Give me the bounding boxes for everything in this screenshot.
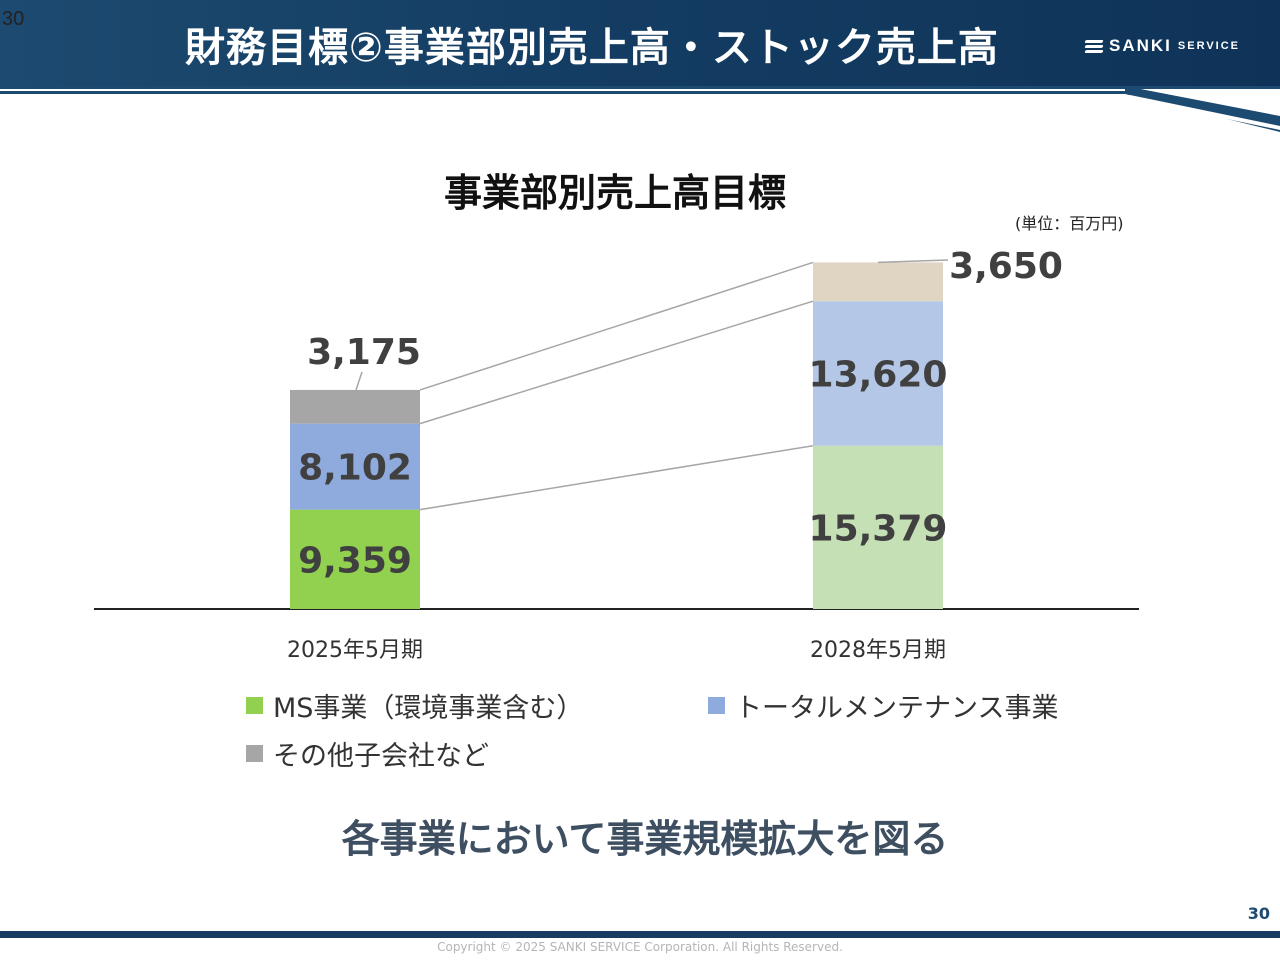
legend-swatch-total-maintenance [708, 697, 725, 714]
unit-label: (単位：百万円) [1015, 214, 1124, 233]
data-label-ms-2025: 9,359 [298, 540, 412, 581]
category-label-2025: 2025年5月期 [287, 638, 423, 663]
copyright: Copyright © 2025 SANKI SERVICE Corporati… [437, 940, 843, 954]
bar-segment-other-2025 [290, 389, 420, 424]
legend-item-ms: MS事業（環境事業含む） [246, 686, 583, 725]
key-message: 各事業において事業規模拡大を図る [341, 817, 949, 861]
legend-label-other: その他子会社など [273, 741, 489, 772]
company-logo: SANKI SERVICE [1084, 36, 1240, 56]
bar-segment-ms-2025 [290, 509, 420, 609]
footer-bar [0, 931, 1280, 938]
connector-line-ms [419, 445, 814, 511]
data-label-other-2028: 3,650 [949, 246, 1063, 287]
chart-title: 事業部別売上高目標 [443, 171, 786, 215]
bar-segment-ms-2028 [813, 445, 943, 609]
callout-line-other-2028 [877, 259, 949, 264]
slide-header: 財務目標②事業部別売上高・ストック売上高 SANKI SERVICE [0, 0, 1280, 88]
slide-title: 財務目標②事業部別売上高・ストック売上高 [185, 25, 999, 71]
legend-swatch-other [246, 745, 263, 762]
legend-item-other: その他子会社など [246, 734, 489, 773]
data-label-total-maintenance-2025: 8,102 [298, 448, 412, 489]
legend-label-ms: MS事業（環境事業含む） [273, 693, 584, 724]
data-label-total-maintenance-2028: 13,620 [809, 354, 948, 395]
logo-brand: SANKI [1109, 36, 1172, 55]
legend-swatch-ms [246, 697, 263, 714]
bar-segment-total-maintenance-2028 [813, 301, 943, 446]
logo-sub: SERVICE [1177, 40, 1240, 52]
data-label-ms-2028: 15,379 [809, 508, 948, 549]
connector-line-other [419, 261, 814, 391]
bar-segment-other-2028 [813, 262, 943, 302]
connector-line-total-maintenance [419, 300, 814, 425]
legend-item-total-maintenance: トータルメンテナンス事業 [708, 686, 1058, 725]
data-label-other-2025: 3,175 [307, 332, 421, 373]
header-decoration [0, 86, 1280, 132]
callout-line-other-2025 [355, 371, 363, 391]
legend-label-total-maintenance: トータルメンテナンス事業 [735, 693, 1059, 724]
category-label-2028: 2028年5月期 [810, 638, 946, 663]
slide-number-top: 30 [2, 8, 25, 30]
bar-segment-total-maintenance-2025 [290, 423, 420, 510]
slide-number-bottom: 30 [1247, 904, 1270, 923]
